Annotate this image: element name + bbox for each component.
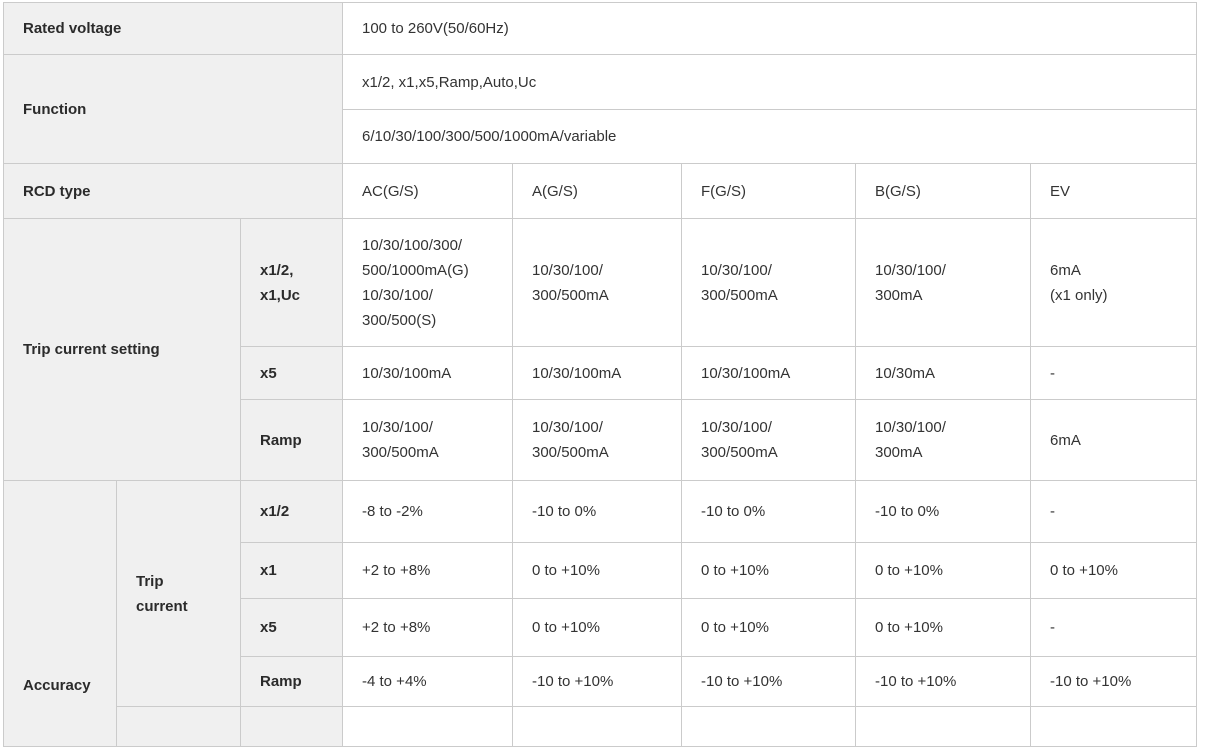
clipped-data-cell-f (682, 707, 856, 747)
setting-x5-ev: - (1031, 347, 1197, 400)
accuracy-x5-b: 0 to +10% (856, 599, 1031, 657)
accuracy-x12-a: -10 to 0% (513, 481, 682, 543)
clipped-header-cell-1 (117, 707, 241, 747)
clipped-data-cell-a (513, 707, 682, 747)
value-function-currents: 6/10/30/100/300/500/1000mA/variable (343, 110, 1197, 164)
accuracy-x1-f: 0 to +10% (682, 543, 856, 599)
accuracy-x12-b: -10 to 0% (856, 481, 1031, 543)
accuracy-x5-ev: - (1031, 599, 1197, 657)
accuracy-ramp-ev: -10 to +10% (1031, 657, 1197, 707)
clipped-data-cell-ev (1031, 707, 1197, 747)
column-rcd-f: F(G/S) (682, 164, 856, 219)
accuracy-x1-b: 0 to +10% (856, 543, 1031, 599)
subheader-accuracy-x1: x1 (241, 543, 343, 599)
subheader-accuracy-ramp: Ramp (241, 657, 343, 707)
value-function-modes: x1/2, x1,x5,Ramp,Auto,Uc (343, 55, 1197, 110)
header-trip-current: Trip current (117, 481, 241, 707)
subheader-accuracy-x5: x5 (241, 599, 343, 657)
accuracy-x1-a: 0 to +10% (513, 543, 682, 599)
accuracy-x1-ev: 0 to +10% (1031, 543, 1197, 599)
accuracy-x5-f: 0 to +10% (682, 599, 856, 657)
setting-ramp-b: 10/30/100/ 300mA (856, 400, 1031, 481)
setting-x12-a: 10/30/100/ 300/500mA (513, 219, 682, 347)
clipped-data-cell-ac (343, 707, 513, 747)
setting-x12-b: 10/30/100/ 300mA (856, 219, 1031, 347)
column-rcd-b: B(G/S) (856, 164, 1031, 219)
accuracy-x12-f: -10 to 0% (682, 481, 856, 543)
accuracy-ramp-ac: -4 to +4% (343, 657, 513, 707)
setting-ramp-a: 10/30/100/ 300/500mA (513, 400, 682, 481)
setting-x5-f: 10/30/100mA (682, 347, 856, 400)
accuracy-x5-ac: +2 to +8% (343, 599, 513, 657)
setting-x5-ac: 10/30/100mA (343, 347, 513, 400)
setting-x12-ev: 6mA (x1 only) (1031, 219, 1197, 347)
subheader-setting-ramp: Ramp (241, 400, 343, 481)
subheader-accuracy-x12: x1/2 (241, 481, 343, 543)
setting-x12-f: 10/30/100/ 300/500mA (682, 219, 856, 347)
accuracy-ramp-a: -10 to +10% (513, 657, 682, 707)
column-rcd-a: A(G/S) (513, 164, 682, 219)
value-rated-voltage: 100 to 260V(50/60Hz) (343, 3, 1197, 55)
clipped-data-cell-b (856, 707, 1031, 747)
setting-x12-ac: 10/30/100/300/ 500/1000mA(G) 10/30/100/ … (343, 219, 513, 347)
header-rcd-type: RCD type (4, 164, 343, 219)
accuracy-ramp-f: -10 to +10% (682, 657, 856, 707)
accuracy-ramp-b: -10 to +10% (856, 657, 1031, 707)
clipped-header-cell-2 (241, 707, 343, 747)
column-rcd-ac: AC(G/S) (343, 164, 513, 219)
setting-x5-a: 10/30/100mA (513, 347, 682, 400)
accuracy-x1-ac: +2 to +8% (343, 543, 513, 599)
setting-ramp-ev: 6mA (1031, 400, 1197, 481)
header-rated-voltage: Rated voltage (4, 3, 343, 55)
setting-ramp-ac: 10/30/100/ 300/500mA (343, 400, 513, 481)
subheader-setting-x5: x5 (241, 347, 343, 400)
accuracy-x12-ev: - (1031, 481, 1197, 543)
accuracy-x5-a: 0 to +10% (513, 599, 682, 657)
accuracy-x12-ac: -8 to -2% (343, 481, 513, 543)
setting-ramp-f: 10/30/100/ 300/500mA (682, 400, 856, 481)
subheader-setting-x12-x1-uc: x1/2, x1,Uc (241, 219, 343, 347)
column-rcd-ev: EV (1031, 164, 1197, 219)
header-function: Function (4, 55, 343, 164)
setting-x5-b: 10/30mA (856, 347, 1031, 400)
header-accuracy: Accuracy (4, 481, 117, 747)
spec-table: Rated voltage 100 to 260V(50/60Hz) Functio… (3, 2, 1197, 747)
header-trip-current-setting: Trip current setting (4, 219, 241, 481)
